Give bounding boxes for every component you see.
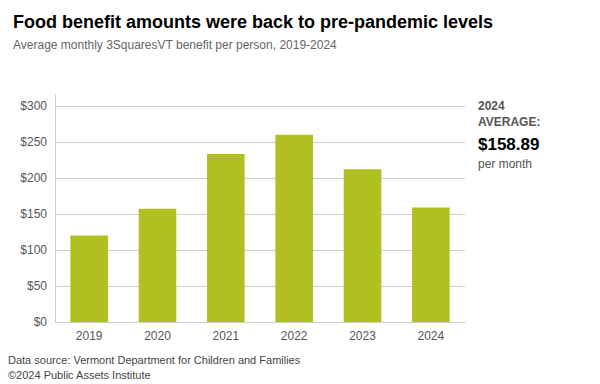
svg-text:Average monthly 3SquaresVT ben: Average monthly 3SquaresVT benefit per p… (13, 38, 337, 52)
svg-text:$300: $300 (20, 99, 47, 113)
svg-text:$158.89: $158.89 (478, 135, 539, 154)
svg-text:©2024 Public Assets Institute: ©2024 Public Assets Institute (8, 369, 151, 381)
svg-text:2021: 2021 (212, 329, 239, 343)
svg-text:$50: $50 (27, 279, 47, 293)
svg-text:$200: $200 (20, 171, 47, 185)
svg-text:Food benefit amounts were back: Food benefit amounts were back to pre-pa… (13, 12, 493, 32)
svg-text:2020: 2020 (144, 329, 171, 343)
svg-text:per month: per month (478, 157, 532, 171)
svg-text:2023: 2023 (349, 329, 376, 343)
svg-text:$100: $100 (20, 243, 47, 257)
svg-text:2022: 2022 (281, 329, 308, 343)
svg-text:2024: 2024 (478, 99, 505, 113)
svg-text:$250: $250 (20, 135, 47, 149)
svg-text:$150: $150 (20, 207, 47, 221)
svg-text:2024: 2024 (417, 329, 444, 343)
svg-text:Data source: Vermont Departmen: Data source: Vermont Department for Chil… (8, 354, 301, 366)
svg-text:AVERAGE:: AVERAGE: (478, 115, 540, 129)
svg-text:$0: $0 (34, 315, 48, 329)
svg-text:2019: 2019 (76, 329, 103, 343)
